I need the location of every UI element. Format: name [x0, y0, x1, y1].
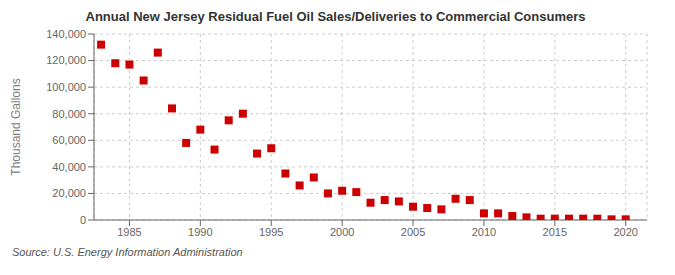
html-text:Source: U.S. Energy Informatio: Source: U.S. Energy Information Administ…	[12, 246, 243, 258]
svg-text:120,000: 120,000	[46, 54, 86, 66]
svg-text:1985: 1985	[117, 226, 141, 238]
svg-text:2005: 2005	[401, 226, 425, 238]
svg-text:2000: 2000	[330, 226, 354, 238]
svg-text:60,000: 60,000	[52, 134, 86, 146]
svg-text:140,000: 140,000	[46, 28, 86, 40]
svg-text:2020: 2020	[613, 226, 637, 238]
svg-text:1990: 1990	[188, 226, 212, 238]
svg-text:Thousand Gallons: Thousand Gallons	[9, 78, 23, 175]
svg-text:2010: 2010	[472, 226, 496, 238]
svg-text:1995: 1995	[259, 226, 283, 238]
svg-text:80,000: 80,000	[52, 108, 86, 120]
svg-text:2015: 2015	[543, 226, 567, 238]
svg-text:40,000: 40,000	[52, 161, 86, 173]
svg-text:0: 0	[80, 214, 86, 226]
svg-text:20,000: 20,000	[52, 187, 86, 199]
svg-text:100,000: 100,000	[46, 81, 86, 93]
html-text:Annual New Jersey Residual Fue: Annual New Jersey Residual Fuel Oil Sale…	[85, 9, 586, 24]
